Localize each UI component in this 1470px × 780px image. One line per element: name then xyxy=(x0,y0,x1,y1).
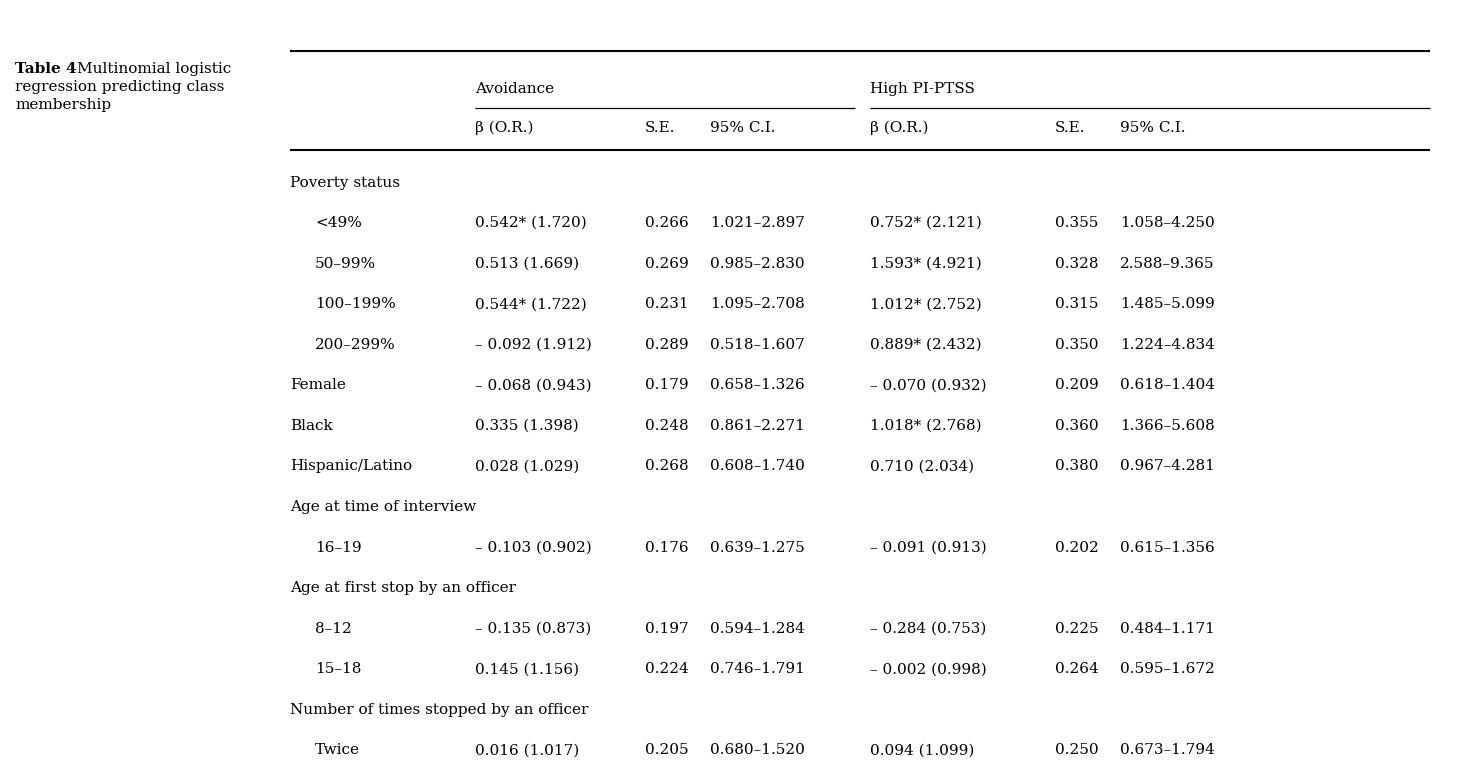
Text: 0.248: 0.248 xyxy=(645,419,688,433)
Text: Age at time of interview: Age at time of interview xyxy=(290,500,476,514)
Text: 0.231: 0.231 xyxy=(645,297,688,311)
Text: 0.618–1.404: 0.618–1.404 xyxy=(1120,378,1216,392)
Text: 0.639–1.275: 0.639–1.275 xyxy=(710,541,804,555)
Text: 0.350: 0.350 xyxy=(1055,338,1098,352)
Text: 0.360: 0.360 xyxy=(1055,419,1098,433)
Text: Hispanic/Latino: Hispanic/Latino xyxy=(290,459,412,473)
Text: 8–12: 8–12 xyxy=(315,622,351,636)
Text: 0.289: 0.289 xyxy=(645,338,688,352)
Text: 95% C.I.: 95% C.I. xyxy=(1120,121,1185,135)
Text: – 0.091 (0.913): – 0.091 (0.913) xyxy=(870,541,986,555)
Text: 0.615–1.356: 0.615–1.356 xyxy=(1120,541,1214,555)
Text: 0.269: 0.269 xyxy=(645,257,689,271)
Text: 0.752* (2.121): 0.752* (2.121) xyxy=(870,216,982,230)
Text: 0.179: 0.179 xyxy=(645,378,688,392)
Text: Age at first stop by an officer: Age at first stop by an officer xyxy=(290,581,516,595)
Text: 0.746–1.791: 0.746–1.791 xyxy=(710,662,806,676)
Text: Female: Female xyxy=(290,378,345,392)
Text: Twice: Twice xyxy=(315,743,360,757)
Text: 0.016 (1.017): 0.016 (1.017) xyxy=(475,743,579,757)
Text: – 0.135 (0.873): – 0.135 (0.873) xyxy=(475,622,591,636)
Text: 0.985–2.830: 0.985–2.830 xyxy=(710,257,804,271)
Text: High PI-PTSS: High PI-PTSS xyxy=(870,82,975,96)
Text: – 0.070 (0.932): – 0.070 (0.932) xyxy=(870,378,986,392)
Text: 0.176: 0.176 xyxy=(645,541,688,555)
Text: <49%: <49% xyxy=(315,216,362,230)
Text: 1.095–2.708: 1.095–2.708 xyxy=(710,297,804,311)
Text: – 0.068 (0.943): – 0.068 (0.943) xyxy=(475,378,591,392)
Text: β (O.R.): β (O.R.) xyxy=(870,121,929,135)
Text: 50–99%: 50–99% xyxy=(315,257,376,271)
Text: 0.225: 0.225 xyxy=(1055,622,1098,636)
Text: 0.594–1.284: 0.594–1.284 xyxy=(710,622,806,636)
Text: 0.205: 0.205 xyxy=(645,743,688,757)
Text: 1.012* (2.752): 1.012* (2.752) xyxy=(870,297,982,311)
Text: β (O.R.): β (O.R.) xyxy=(475,121,534,135)
Text: 0.967–4.281: 0.967–4.281 xyxy=(1120,459,1214,473)
Text: Avoidance: Avoidance xyxy=(475,82,554,96)
Text: 0.328: 0.328 xyxy=(1055,257,1098,271)
Text: 0.209: 0.209 xyxy=(1055,378,1098,392)
Text: – 0.002 (0.998): – 0.002 (0.998) xyxy=(870,662,986,676)
Text: 1.366–5.608: 1.366–5.608 xyxy=(1120,419,1214,433)
Text: 0.224: 0.224 xyxy=(645,662,689,676)
Text: Multinomial logistic: Multinomial logistic xyxy=(76,62,231,76)
Text: S.E.: S.E. xyxy=(645,121,676,135)
Text: 0.202: 0.202 xyxy=(1055,541,1098,555)
Text: 0.380: 0.380 xyxy=(1055,459,1098,473)
Text: 0.315: 0.315 xyxy=(1055,297,1098,311)
Text: 100–199%: 100–199% xyxy=(315,297,395,311)
Text: 0.094 (1.099): 0.094 (1.099) xyxy=(870,743,975,757)
Text: 0.544* (1.722): 0.544* (1.722) xyxy=(475,297,587,311)
Text: 16–19: 16–19 xyxy=(315,541,362,555)
Text: – 0.284 (0.753): – 0.284 (0.753) xyxy=(870,622,986,636)
Text: 0.658–1.326: 0.658–1.326 xyxy=(710,378,804,392)
Text: Table 4: Table 4 xyxy=(15,62,76,76)
Text: 0.518–1.607: 0.518–1.607 xyxy=(710,338,804,352)
Text: 0.484–1.171: 0.484–1.171 xyxy=(1120,622,1214,636)
Text: 0.145 (1.156): 0.145 (1.156) xyxy=(475,662,579,676)
Text: S.E.: S.E. xyxy=(1055,121,1085,135)
Text: 1.021–2.897: 1.021–2.897 xyxy=(710,216,806,230)
Text: Poverty status: Poverty status xyxy=(290,176,400,190)
Text: 200–299%: 200–299% xyxy=(315,338,395,352)
Text: 0.250: 0.250 xyxy=(1055,743,1098,757)
Text: 0.889* (2.432): 0.889* (2.432) xyxy=(870,338,982,352)
Text: membership: membership xyxy=(15,98,112,112)
Text: 1.058–4.250: 1.058–4.250 xyxy=(1120,216,1214,230)
Text: 0.513 (1.669): 0.513 (1.669) xyxy=(475,257,579,271)
Text: Black: Black xyxy=(290,419,332,433)
Text: 0.542* (1.720): 0.542* (1.720) xyxy=(475,216,587,230)
Text: 95% C.I.: 95% C.I. xyxy=(710,121,776,135)
Text: 15–18: 15–18 xyxy=(315,662,362,676)
Text: – 0.103 (0.902): – 0.103 (0.902) xyxy=(475,541,592,555)
Text: 1.018* (2.768): 1.018* (2.768) xyxy=(870,419,982,433)
Text: 0.608–1.740: 0.608–1.740 xyxy=(710,459,806,473)
Text: 0.861–2.271: 0.861–2.271 xyxy=(710,419,806,433)
Text: 0.673–1.794: 0.673–1.794 xyxy=(1120,743,1214,757)
Text: 0.355: 0.355 xyxy=(1055,216,1098,230)
Text: 0.264: 0.264 xyxy=(1055,662,1098,676)
Text: regression predicting class: regression predicting class xyxy=(15,80,225,94)
Text: 0.268: 0.268 xyxy=(645,459,688,473)
Text: 0.335 (1.398): 0.335 (1.398) xyxy=(475,419,579,433)
Text: 0.595–1.672: 0.595–1.672 xyxy=(1120,662,1214,676)
Text: Number of times stopped by an officer: Number of times stopped by an officer xyxy=(290,703,588,717)
Text: 1.593* (4.921): 1.593* (4.921) xyxy=(870,257,982,271)
Text: 0.197: 0.197 xyxy=(645,622,688,636)
Text: – 0.092 (1.912): – 0.092 (1.912) xyxy=(475,338,592,352)
Text: 1.224–4.834: 1.224–4.834 xyxy=(1120,338,1214,352)
Text: 2.588–9.365: 2.588–9.365 xyxy=(1120,257,1214,271)
Text: 0.266: 0.266 xyxy=(645,216,689,230)
Text: 0.028 (1.029): 0.028 (1.029) xyxy=(475,459,579,473)
Text: 1.485–5.099: 1.485–5.099 xyxy=(1120,297,1214,311)
Text: 0.680–1.520: 0.680–1.520 xyxy=(710,743,806,757)
Text: 0.710 (2.034): 0.710 (2.034) xyxy=(870,459,975,473)
